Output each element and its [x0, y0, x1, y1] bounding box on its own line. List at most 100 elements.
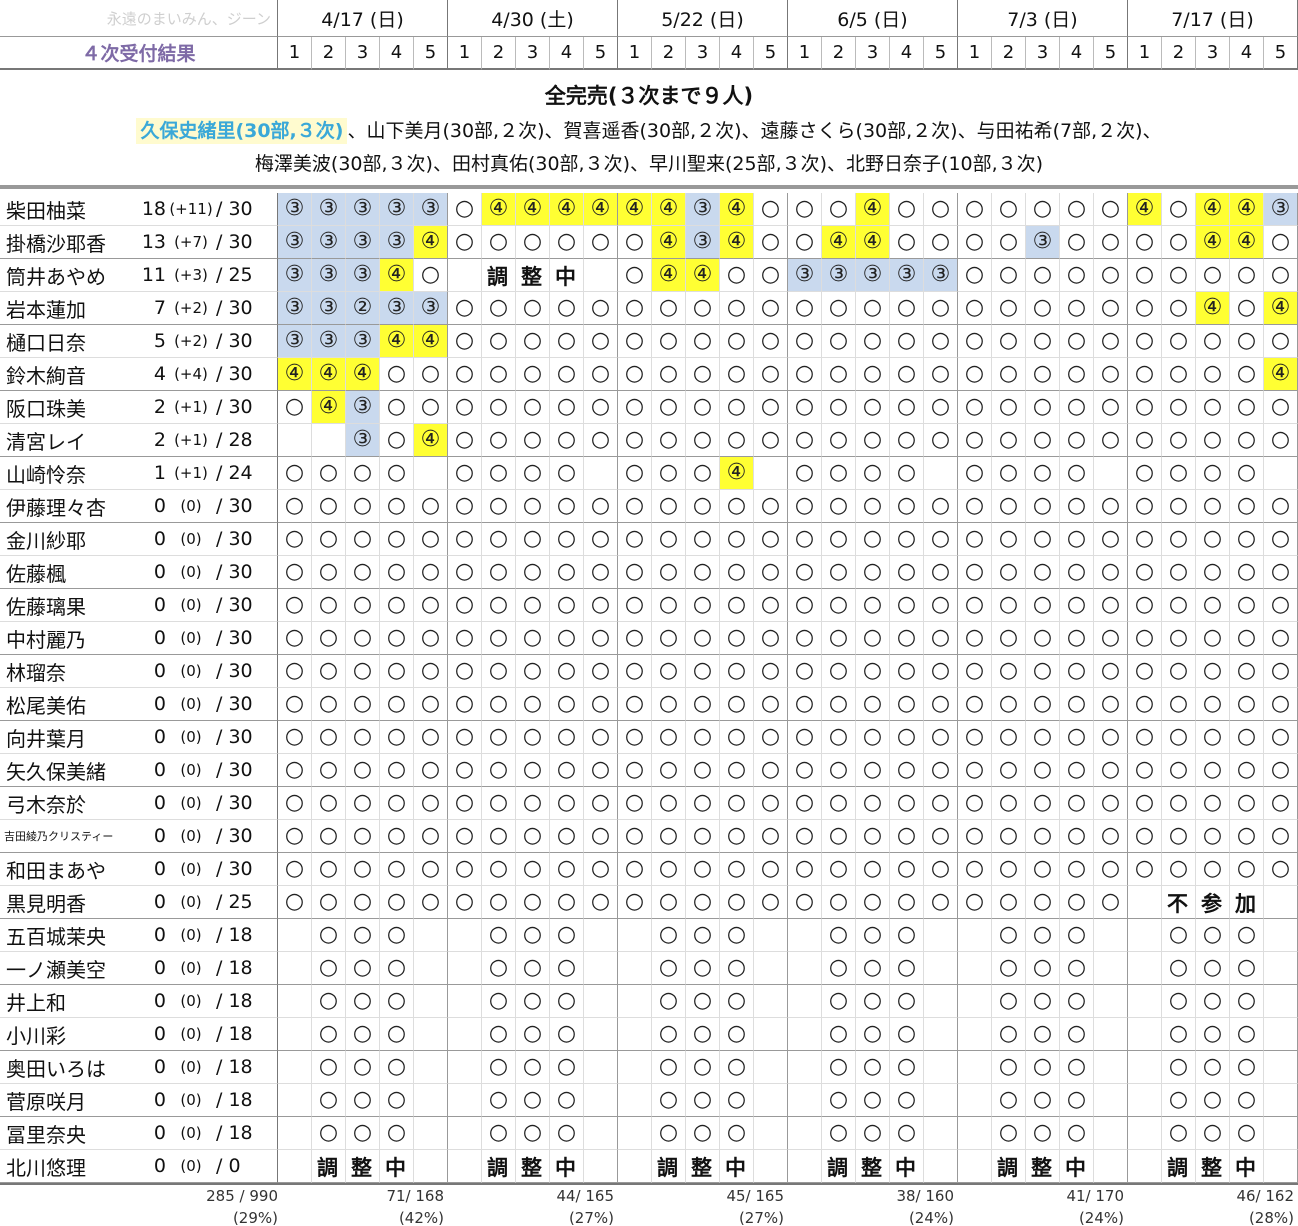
slot-cell: ○ — [1196, 688, 1230, 721]
slot-mark: ○ — [1236, 658, 1257, 683]
slot-cell — [414, 1084, 448, 1117]
slot-cell: ○ — [890, 820, 924, 853]
slot-cell: ○ — [1230, 721, 1264, 754]
slot-cell: ○ — [822, 292, 856, 325]
slot-mark: ○ — [1236, 262, 1257, 287]
slot-cell: ○ — [890, 985, 924, 1018]
slot-mark: ○ — [318, 1087, 339, 1112]
sold-count: 1 — [153, 462, 166, 484]
slot-cell: ③ — [278, 292, 312, 325]
slot-mark: ○ — [862, 889, 883, 914]
slot-mark: ○ — [624, 394, 645, 419]
slot-cell: ○ — [1128, 523, 1162, 556]
slot-cell: ○ — [890, 193, 924, 226]
slot-mark: ○ — [284, 856, 305, 881]
slot-mark: ○ — [998, 394, 1019, 419]
slot-mark: ○ — [352, 493, 373, 518]
slot-cell: ○ — [720, 721, 754, 754]
slot-mark: ○ — [862, 691, 883, 716]
slot-mark: ○ — [318, 988, 339, 1013]
slot-mark: ○ — [998, 460, 1019, 485]
slot-mark: ○ — [556, 658, 577, 683]
slot-cell: ○ — [686, 424, 720, 457]
slot-cell — [1128, 952, 1162, 985]
slot-mark: ○ — [284, 691, 305, 716]
footer-date-total: 41/ 170 — [1066, 1187, 1124, 1205]
slot-cell: ○ — [448, 325, 482, 358]
slot-mark: ○ — [930, 823, 951, 848]
soldout-highlight: 久保史緒里(30部,３次) — [136, 117, 348, 144]
slot-mark: ○ — [1066, 427, 1087, 452]
slot-mark: ○ — [930, 493, 951, 518]
slot-mark: ○ — [998, 328, 1019, 353]
slot-mark: ○ — [420, 823, 441, 848]
slot-cell: ○ — [1060, 589, 1094, 622]
sold-count: 0 — [153, 792, 166, 814]
slot-mark: ③ — [386, 295, 407, 320]
slot-cell: ○ — [448, 193, 482, 226]
member-count: 0 (0)/ 25 — [136, 886, 278, 919]
slot-mark: ○ — [590, 361, 611, 386]
footer-date-total: 46/ 162 — [1236, 1187, 1294, 1205]
slot-cell: ○ — [856, 985, 890, 1018]
slot-mark: ○ — [794, 691, 815, 716]
slot-cell: ○ — [448, 853, 482, 886]
slot-cell: ○ — [1264, 853, 1298, 886]
slot-mark: ○ — [352, 592, 373, 617]
slot-cell: ○ — [618, 787, 652, 820]
slot-cell: ○ — [822, 754, 856, 787]
slot-cell: ○ — [1230, 1117, 1264, 1150]
slot-cell: ○ — [1162, 787, 1196, 820]
slot-cell: ○ — [1196, 853, 1230, 886]
slot-cell: ○ — [550, 1018, 584, 1051]
slot-mark: ○ — [590, 625, 611, 650]
slot-mark: ○ — [1168, 1120, 1189, 1145]
slot-cell: ○ — [482, 820, 516, 853]
slot-cell: ○ — [1162, 259, 1196, 292]
slot-mark: ○ — [1032, 988, 1053, 1013]
slot-cell: ○ — [1026, 820, 1060, 853]
slot-mark: ○ — [454, 427, 475, 452]
slot-mark: ○ — [590, 394, 611, 419]
slot-cell — [1264, 919, 1298, 952]
slot-mark: ④ — [420, 427, 441, 452]
slot-cell: ○ — [516, 853, 550, 886]
slot-cell: ③ — [822, 259, 856, 292]
slot-cell: ○ — [1128, 853, 1162, 886]
slot-mark: ○ — [998, 724, 1019, 749]
slot-cell: ○ — [788, 886, 822, 919]
slot-cell: ○ — [992, 424, 1026, 457]
slot-mark: ○ — [726, 328, 747, 353]
slot-mark: ③ — [794, 262, 815, 287]
slot-cell: ○ — [278, 589, 312, 622]
slot-cell: ④ — [1230, 226, 1264, 259]
slot-cell: ○ — [1026, 721, 1060, 754]
slot-cell: ○ — [1094, 556, 1128, 589]
slot-mark: ○ — [828, 856, 849, 881]
slot-cell: ○ — [1060, 622, 1094, 655]
slot-cell: ○ — [1026, 358, 1060, 391]
slot-mark: ○ — [1100, 262, 1121, 287]
slot-cell: ○ — [754, 688, 788, 721]
sold-diff: (0) — [180, 1091, 202, 1109]
slot-cell: ③ — [890, 259, 924, 292]
slot-mark: ○ — [726, 592, 747, 617]
slot-mark: ○ — [1100, 493, 1121, 518]
slot-mark: ④ — [1270, 295, 1291, 320]
slot-mark: ○ — [590, 724, 611, 749]
slot-cell: ○ — [720, 655, 754, 688]
slot-mark: ○ — [556, 988, 577, 1013]
slot-mark: ○ — [352, 559, 373, 584]
slot-mark: ○ — [624, 328, 645, 353]
slot-cell — [1264, 1117, 1298, 1150]
slot-mark: ○ — [488, 988, 509, 1013]
slot-cell — [958, 985, 992, 1018]
slot-mark: ○ — [658, 394, 679, 419]
slot-mark: ○ — [964, 559, 985, 584]
slot-mark: ○ — [1202, 394, 1223, 419]
slot-mark: ○ — [726, 1054, 747, 1079]
slot-cell: ○ — [1128, 424, 1162, 457]
slot-cell — [788, 1084, 822, 1117]
slot-mark: ○ — [760, 724, 781, 749]
slot-mark: ○ — [1066, 394, 1087, 419]
